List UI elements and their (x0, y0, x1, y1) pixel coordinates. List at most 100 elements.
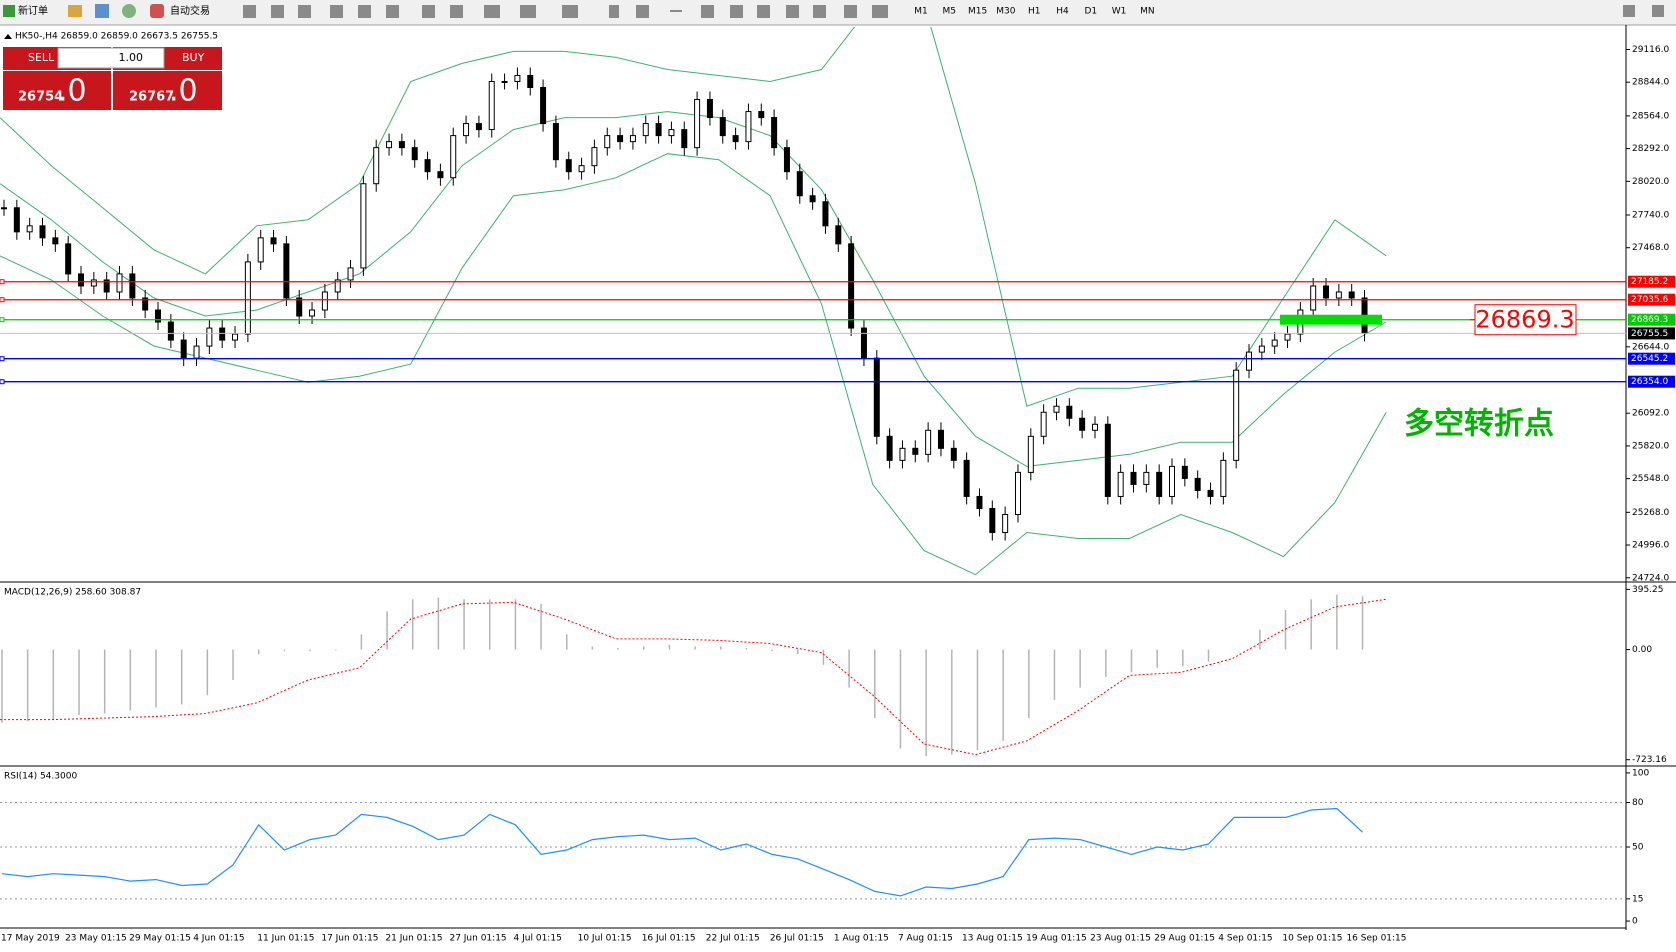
y-tick-label: 27468.0 (1632, 243, 1669, 253)
candle (309, 309, 316, 317)
candle (386, 141, 393, 149)
level-tag (1628, 275, 1675, 288)
timeframe-button[interactable]: MN (1140, 7, 1155, 17)
candle (552, 123, 559, 161)
candle (232, 333, 239, 341)
candle (809, 195, 816, 203)
y-tick-label: 27740.0 (1632, 210, 1669, 220)
candle (822, 201, 829, 227)
candle (1066, 405, 1073, 419)
timeframe-button[interactable]: H4 (1056, 7, 1069, 17)
candle (937, 429, 944, 449)
candle (578, 165, 585, 173)
candle (950, 447, 957, 461)
candle (655, 123, 662, 137)
x-tick-label: 13 Aug 01:15 (962, 934, 1023, 944)
candle (899, 447, 906, 461)
candle (617, 135, 624, 143)
candle (463, 123, 470, 137)
y-tick-label: 395.25 (1632, 585, 1664, 595)
x-tick-label: 19 Aug 01:15 (1026, 934, 1087, 944)
new-order[interactable]: 新订单 (18, 4, 48, 17)
sell-label[interactable]: SELL (28, 51, 55, 64)
x-tick-label: 11 Jun 01:15 (257, 934, 314, 944)
timeframe-button[interactable]: D1 (1084, 7, 1097, 17)
x-tick-label: 16 Sep 01:15 (1346, 934, 1406, 944)
candle (257, 237, 264, 263)
buy-label[interactable]: BUY (182, 51, 205, 64)
x-tick-label: 21 Jun 01:15 (385, 934, 442, 944)
y-tick-label: 0 (1632, 917, 1638, 927)
candle (155, 309, 162, 323)
candle (694, 99, 701, 149)
timeframe-button[interactable]: M30 (996, 7, 1015, 17)
x-tick-label: 22 Jul 01:15 (706, 934, 760, 944)
toolbar-icons (243, 5, 1664, 18)
bid-price: 26754 (18, 90, 63, 105)
timeframe-button[interactable]: M15 (968, 7, 987, 17)
rsi-line (1, 807, 1363, 897)
lot-value[interactable]: 1.00 (119, 51, 144, 64)
candle (398, 141, 405, 149)
candle (1194, 477, 1201, 491)
candle (1002, 513, 1009, 534)
candle (1348, 291, 1355, 299)
bollinger-lower (0, 153, 1387, 576)
level-label: 26354.0 (1631, 377, 1668, 387)
x-tick-label: 23 May 01:15 (65, 934, 127, 944)
level-label: 26545.2 (1631, 354, 1668, 364)
candle (860, 327, 867, 359)
candle (1335, 291, 1342, 299)
candle (1284, 333, 1291, 341)
level-handle (0, 297, 5, 303)
tool-icon[interactable] (68, 5, 82, 17)
y-tick-label: 0.00 (1632, 645, 1652, 655)
candle (39, 225, 46, 239)
candle (1143, 471, 1150, 485)
y-tick-label: 28020.0 (1632, 177, 1669, 187)
x-tick-label: 23 Aug 01:15 (1090, 934, 1151, 944)
candle (1117, 471, 1124, 497)
candle (783, 147, 790, 173)
candle (1040, 411, 1047, 437)
y-tick-label: 24996.0 (1632, 541, 1669, 551)
candle (668, 129, 675, 137)
turning-point-bar (1280, 314, 1382, 325)
tool-icon[interactable] (95, 4, 109, 18)
y-tick-label: 24724.0 (1632, 573, 1669, 583)
candle (706, 99, 713, 119)
level-handle (0, 356, 5, 362)
candle (90, 279, 97, 287)
level-label: 26869.3 (1631, 315, 1668, 325)
candle (989, 507, 996, 534)
candle (424, 159, 431, 173)
candle (848, 243, 855, 329)
candle (1014, 471, 1021, 515)
y-tick-label: 26644.0 (1632, 342, 1669, 352)
timeframe-button[interactable]: H1 (1028, 7, 1041, 17)
auto-trade[interactable]: 自动交易 (170, 4, 210, 17)
price-panel (0, 27, 1387, 576)
timeframe-button[interactable]: M1 (914, 7, 928, 17)
level-handle (0, 279, 5, 285)
auto-trade-icon[interactable] (150, 4, 164, 18)
timeframe-button[interactable]: M5 (943, 7, 957, 17)
candle (771, 117, 778, 149)
candle (925, 429, 932, 455)
trade-panel: SELL BUY 1.00 26754 .0 26767 .0 (3, 47, 222, 110)
candle (591, 147, 598, 167)
tool-icon[interactable] (122, 4, 136, 18)
candle (475, 123, 482, 131)
candle (1130, 471, 1137, 485)
symbol-header: HK50-,H4 26859.0 26859.0 26673.5 26755.5 (15, 32, 218, 42)
new-order-icon[interactable] (3, 5, 15, 17)
x-tick-label: 29 May 01:15 (129, 934, 191, 944)
lot-input[interactable] (57, 47, 165, 69)
candle (912, 447, 919, 455)
candle (347, 267, 354, 281)
collapse-arrow[interactable] (4, 34, 12, 39)
candle (167, 321, 174, 341)
timeframe-button[interactable]: W1 (1112, 7, 1127, 17)
candle (270, 237, 277, 245)
